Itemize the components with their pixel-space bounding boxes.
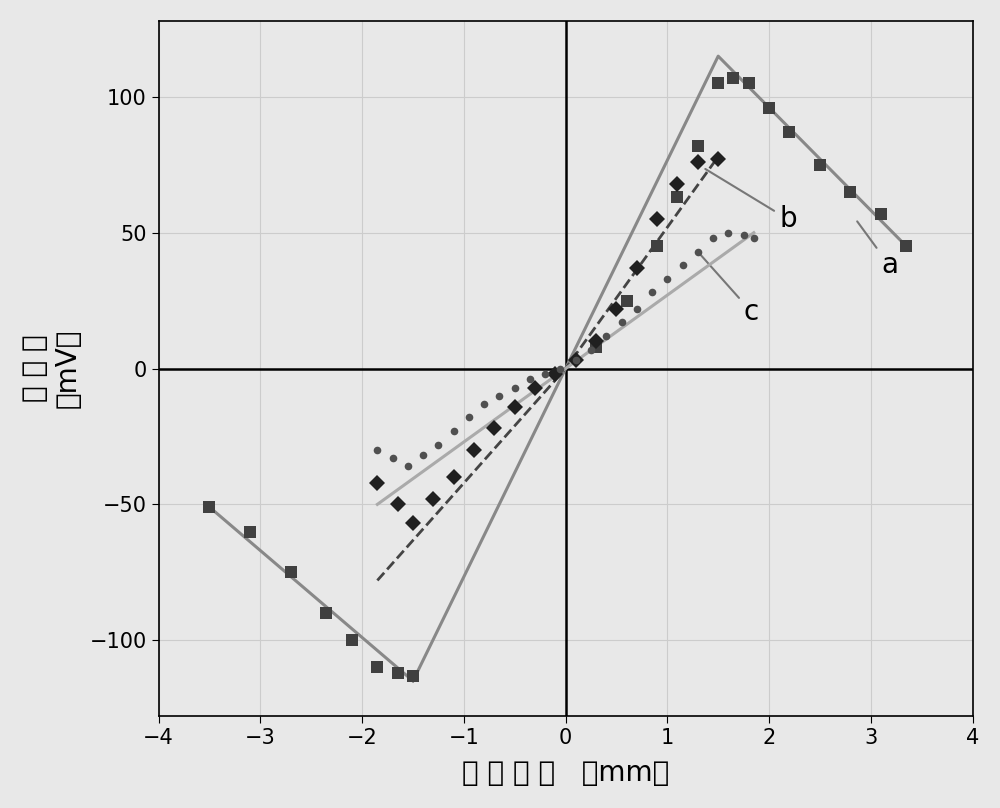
X-axis label: 光 斑 位 置   （mm）: 光 斑 位 置 （mm） — [462, 760, 669, 787]
Text: c: c — [700, 254, 759, 326]
Y-axis label: 光 电 压
（mV）: 光 电 压 （mV） — [21, 329, 81, 408]
Text: b: b — [705, 169, 797, 234]
Text: a: a — [857, 221, 898, 280]
